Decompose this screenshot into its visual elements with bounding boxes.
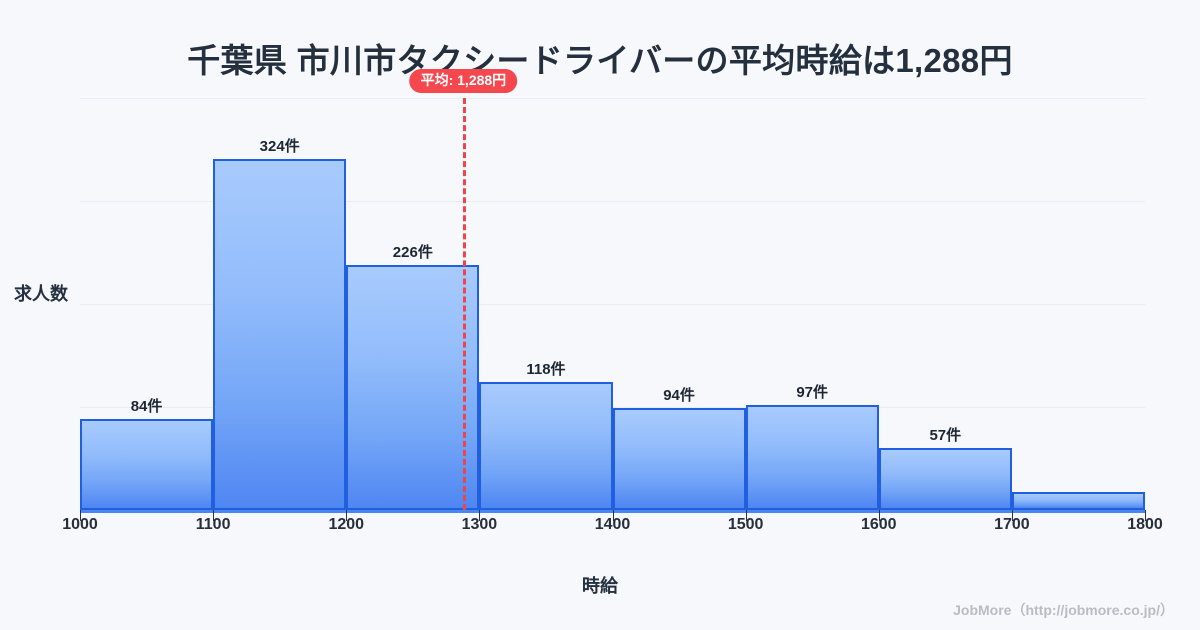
x-axis-tick-label: 1000 [62,516,98,533]
x-axis-tick-label: 1600 [860,516,897,533]
histogram-bar[interactable] [479,382,613,510]
gridline [80,407,1145,408]
x-axis-tick-label: 1800 [1127,516,1163,533]
x-axis-tick [80,510,81,521]
bar-value-label: 57件 [929,427,962,445]
average-line [463,98,467,510]
gridline [80,201,1145,202]
x-axis-tick-label: 1200 [328,516,365,533]
average-badge: 平均: 1,288円 [409,69,518,94]
chart-title: 千葉県 市川市タクシードライバーの平均時給は1,288円 [187,42,1013,79]
x-axis-tick-label: 1700 [994,516,1030,533]
plot-area: 84件 324件 226件 118件 94件 97件 57件 平均: 1,288円 [80,69,1145,510]
histogram-bar[interactable] [745,404,879,510]
x-axis-tick [1145,510,1146,521]
bar-value-label: 97件 [796,383,829,401]
x-axis-tick [479,510,481,521]
bars-layer: 84件 324件 226件 118件 94件 97件 57件 [80,98,1145,510]
bar-value-label: 324件 [259,137,300,155]
histogram-bar[interactable] [80,418,214,510]
histogram-bar[interactable] [346,264,480,510]
bar-value-label: 84件 [130,397,163,415]
x-axis-tick [878,510,880,521]
watermark-label: JobMore（http://jobmore.co.jp/） [953,602,1174,618]
gridline [80,304,1145,305]
histogram-bar[interactable] [612,408,746,510]
histogram-bar[interactable] [878,448,1012,510]
x-axis-tick [213,510,215,521]
gridline [80,98,1145,99]
x-axis-tick-label: 1300 [461,516,498,533]
bar-value-label: 226件 [392,243,433,261]
x-axis-tick [745,510,747,521]
histogram-bar[interactable] [1011,491,1145,510]
x-axis-tick-label: 1400 [594,516,631,533]
histogram-bar[interactable] [213,158,347,510]
x-axis-title: 時給 [582,576,618,596]
y-axis-title: 求人数 [14,284,68,304]
x-axis-tick [1011,510,1013,521]
bar-value-label: 118件 [526,361,566,379]
bar-value-label: 94件 [663,387,695,405]
x-axis-tick [346,510,348,521]
x-axis-tick-label: 1500 [727,516,764,533]
x-axis-tick-label: 1100 [195,516,231,533]
x-axis-tick [612,510,614,521]
